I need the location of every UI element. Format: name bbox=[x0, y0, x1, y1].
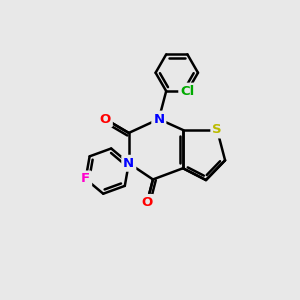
Text: N: N bbox=[153, 112, 164, 126]
Text: Cl: Cl bbox=[180, 85, 194, 98]
Text: F: F bbox=[81, 172, 90, 185]
Text: N: N bbox=[123, 157, 134, 170]
Text: S: S bbox=[212, 124, 222, 136]
Text: O: O bbox=[100, 112, 111, 126]
Text: O: O bbox=[141, 196, 153, 209]
